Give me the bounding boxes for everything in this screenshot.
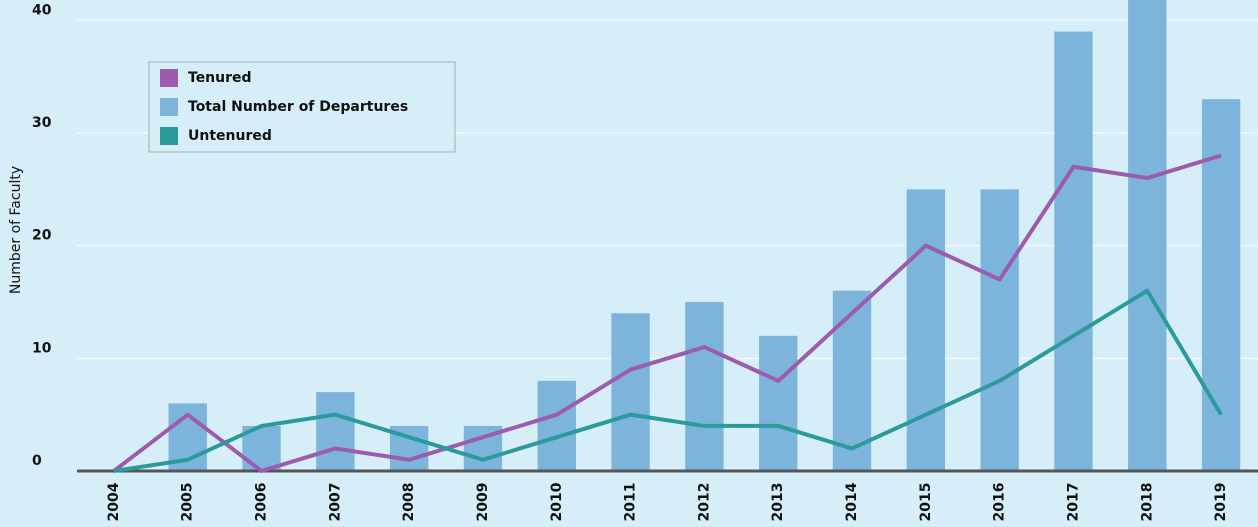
bar (1201, 99, 1241, 471)
line (113, 288, 1223, 473)
bar (759, 335, 798, 471)
x-tick-label: 2010 (549, 482, 565, 521)
y-tick-label: 10 (32, 340, 52, 356)
x-tick-label: 2014 (844, 482, 860, 521)
x-tick-label: 2019 (1213, 483, 1229, 522)
x-tick-label: 2009 (475, 483, 491, 522)
x-tick-label: 2012 (696, 483, 712, 522)
x-tick-label: 2004 (106, 482, 122, 521)
x-tick-label: 2011 (623, 483, 639, 522)
bar (537, 380, 576, 471)
bar (611, 313, 650, 471)
legend-box (148, 61, 456, 153)
y-axis-label: Number of Faculty (8, 166, 24, 294)
legend: Tenured Total Number of Departures Untenur… (148, 61, 456, 153)
x-tick-label: 2016 (992, 483, 1008, 522)
bar (906, 189, 946, 471)
x-tick-label: 2017 (1065, 483, 1081, 522)
bar (685, 301, 724, 471)
y-tick-label: 30 (32, 115, 52, 131)
x-tick-label: 2007 (327, 483, 343, 522)
legend-label: Tenured (188, 70, 252, 86)
x-tick-label: 2013 (770, 483, 786, 522)
x-tick-label: 2008 (401, 483, 417, 522)
x-tick-label: 2015 (918, 483, 934, 522)
legend-label: Total Number of Departures (188, 99, 408, 115)
line (112, 153, 1222, 473)
legend-swatch (160, 69, 178, 87)
lines (112, 153, 1223, 473)
x-tick-label: 2018 (1139, 483, 1155, 522)
legend-swatch (160, 98, 178, 116)
bar (980, 189, 1019, 471)
bar (316, 392, 355, 471)
bar (1128, 0, 1167, 471)
y-tick-label: 20 (32, 228, 52, 244)
x-tick-label: 2005 (180, 483, 196, 522)
y-tick-label: 0 (32, 453, 42, 469)
bar (1054, 31, 1093, 471)
x-tick-label: 2006 (254, 483, 270, 522)
legend-label: Untenured (188, 128, 272, 144)
y-tick-label: 40 (32, 2, 52, 18)
legend-swatch (160, 127, 178, 145)
